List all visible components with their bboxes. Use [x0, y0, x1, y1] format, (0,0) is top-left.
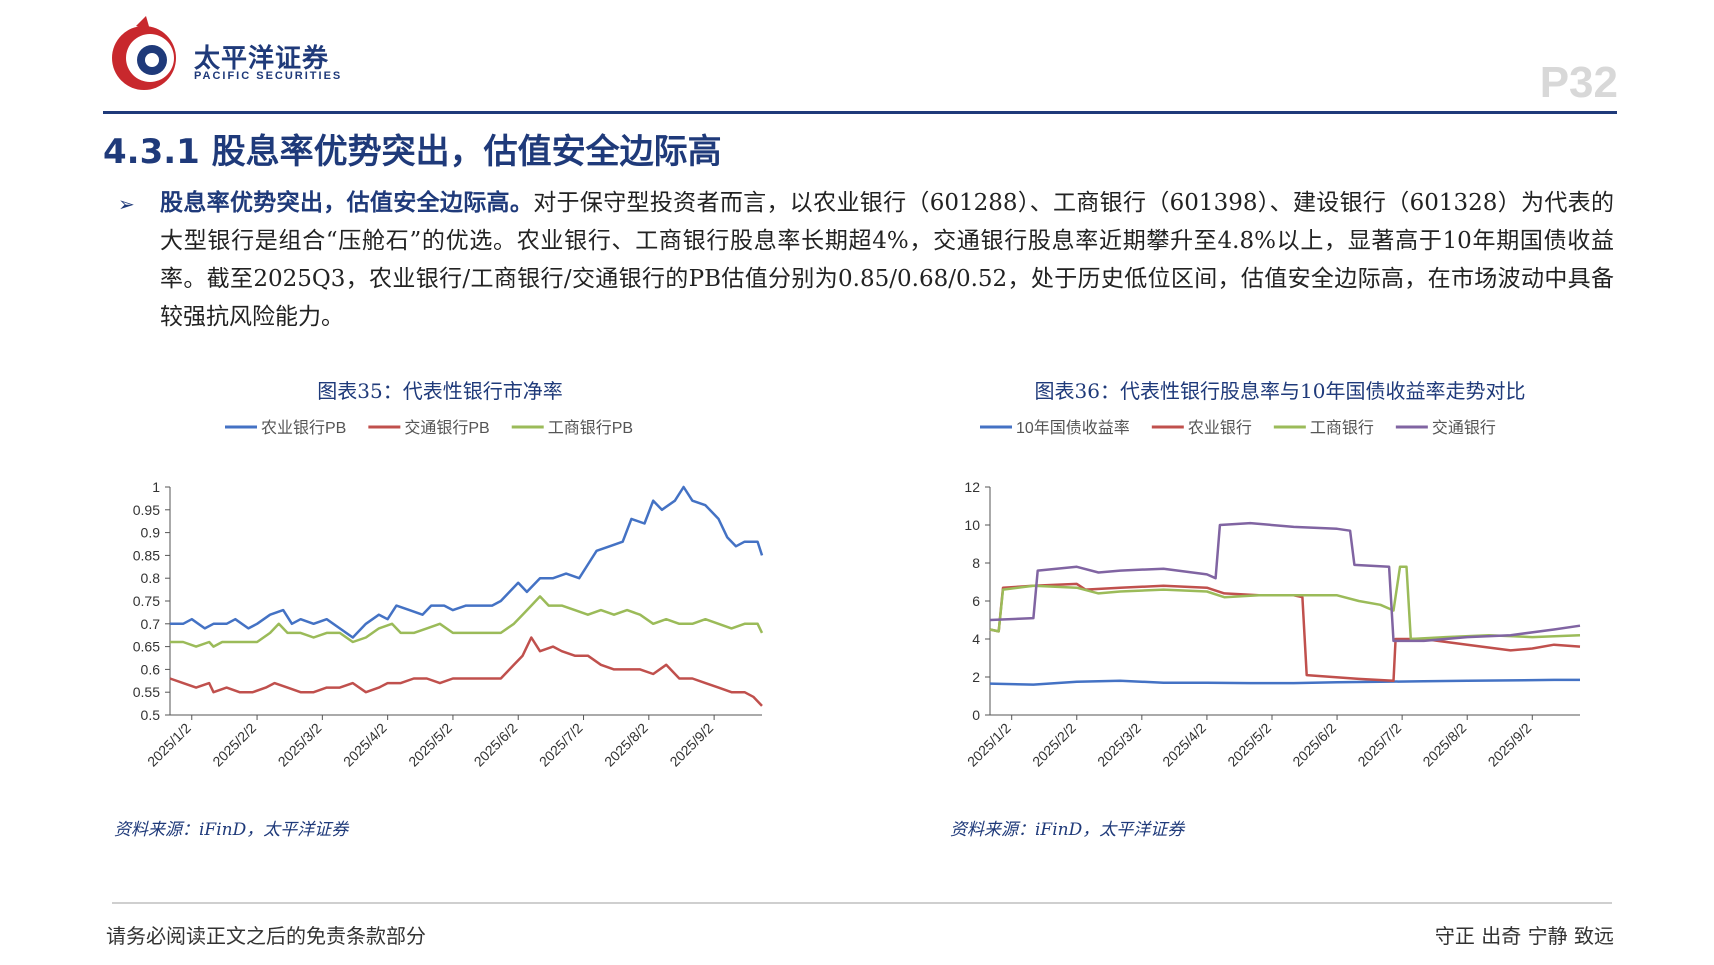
x-tick-label: 2025/2/2 — [1029, 720, 1079, 770]
x-tick-label: 2025/3/2 — [275, 720, 325, 770]
series-line — [170, 485, 764, 639]
y-tick-label: 0.75 — [133, 593, 160, 609]
header-divider — [103, 111, 1617, 114]
y-tick-label: 0.65 — [133, 639, 160, 655]
x-tick-label: 2025/9/2 — [1485, 720, 1535, 770]
section-title: 4.3.1 股息率优势突出，估值安全边际高 — [103, 132, 722, 172]
source-note-2: 资料来源：iFinD，太平洋证券 — [950, 820, 1185, 840]
series-line — [170, 595, 764, 648]
legend-label: 工商银行PB — [548, 419, 633, 437]
x-tick-label: 2025/9/2 — [666, 720, 716, 770]
series-line — [169, 636, 763, 707]
series-line — [989, 565, 1581, 641]
legend-label: 10年国债收益率 — [1016, 419, 1130, 437]
legend-label: 工商银行 — [1310, 419, 1374, 437]
x-tick-label: 2025/5/2 — [1224, 720, 1274, 770]
x-tick-label: 2025/4/2 — [340, 720, 390, 770]
x-tick-label: 2025/7/2 — [1354, 720, 1404, 770]
disclaimer-note: 请务必阅读正文之后的免责条款部分 — [106, 924, 426, 948]
logo-name-en: PACIFIC SECURITIES — [194, 70, 343, 82]
company-logo: 太平洋证券 PACIFIC SECURITIES — [106, 14, 406, 94]
logo-name-cn: 太平洋证券 — [194, 44, 330, 74]
x-tick-label: 2025/4/2 — [1159, 720, 1209, 770]
y-tick-label: 0.9 — [141, 525, 161, 541]
y-tick-label: 12 — [964, 479, 980, 495]
y-tick-label: 10 — [964, 517, 980, 533]
chart-title: 图表36：代表性银行股息率与10年国债收益率走势对比 — [1034, 379, 1526, 403]
chart-dividend-svg: 10年国债收益率 农业银行 工商银行 交通银行 0 2 4 6 8 10 12 2025/1/2 202… — [964, 419, 1581, 770]
y-tick-label: 8 — [972, 555, 980, 571]
y-tick-label: 0.85 — [133, 547, 160, 563]
page-number: P32 — [1539, 58, 1618, 107]
y-tick-label: 0 — [972, 707, 980, 723]
legend-label: 交通银行 — [1432, 419, 1496, 437]
bullet-arrow-icon: ➢ — [118, 192, 135, 216]
legend-label: 农业银行 — [1188, 419, 1252, 437]
x-tick-label: 2025/8/2 — [1419, 720, 1469, 770]
legend-label: 农业银行PB — [261, 419, 346, 437]
x-tick-label: 2025/8/2 — [601, 720, 651, 770]
y-tick-label: 0.55 — [133, 684, 160, 700]
x-tick-label: 2025/3/2 — [1094, 720, 1144, 770]
x-tick-label: 2025/5/2 — [405, 720, 455, 770]
footer-divider — [112, 902, 1612, 904]
x-tick-label: 2025/1/2 — [144, 720, 194, 770]
chart-dividend: 图表36：代表性银行股息率与10年国债收益率走势对比 10年国债收益率 农业银行 工… — [940, 375, 1620, 805]
chart-title: 图表35：代表性银行市净率 — [317, 379, 563, 403]
y-tick-label: 2 — [972, 669, 980, 685]
company-motto: 守正 出奇 宁静 致远 — [1434, 924, 1614, 948]
x-tick-label: 2025/6/2 — [1289, 720, 1339, 770]
y-tick-label: 4 — [972, 631, 980, 647]
series-line — [989, 678, 1580, 686]
y-tick-label: 0.8 — [141, 570, 161, 586]
y-tick-label: 0.6 — [141, 661, 161, 677]
series-line — [989, 582, 1581, 683]
legend-label: 交通银行PB — [404, 419, 489, 437]
paragraph-body: 对于保守型投资者而言，以农业银行（601288）、工商银行（601398）、建设… — [160, 190, 1614, 330]
source-note-1: 资料来源：iFinD，太平洋证券 — [114, 820, 349, 840]
chart-pb: 图表35：代表性银行市净率 农业银行PB 交通银行PB 工商银行PB 0.5 0.55 0… — [100, 375, 780, 805]
y-tick-label: 0.7 — [141, 616, 161, 632]
series-line — [989, 521, 1581, 643]
x-tick-label: 2025/2/2 — [209, 720, 259, 770]
logo-mark-icon — [112, 16, 176, 90]
y-tick-label: 6 — [972, 593, 980, 609]
x-tick-label: 2025/1/2 — [964, 720, 1014, 770]
y-tick-label: 0.5 — [141, 707, 161, 723]
x-tick-label: 2025/7/2 — [536, 720, 586, 770]
chart-pb-svg: 农业银行PB 交通银行PB 工商银行PB 0.5 0.55 0.6 0.65 0.7 0.75 0… — [133, 419, 764, 770]
y-tick-label: 1 — [152, 479, 160, 495]
paragraph-lead: 股息率优势突出，估值安全边际高。 — [160, 190, 534, 216]
summary-paragraph: 股息率优势突出，估值安全边际高。对于保守型投资者而言，以农业银行（601288）… — [160, 184, 1614, 336]
x-tick-label: 2025/6/2 — [471, 720, 521, 770]
y-tick-label: 0.95 — [133, 502, 160, 518]
